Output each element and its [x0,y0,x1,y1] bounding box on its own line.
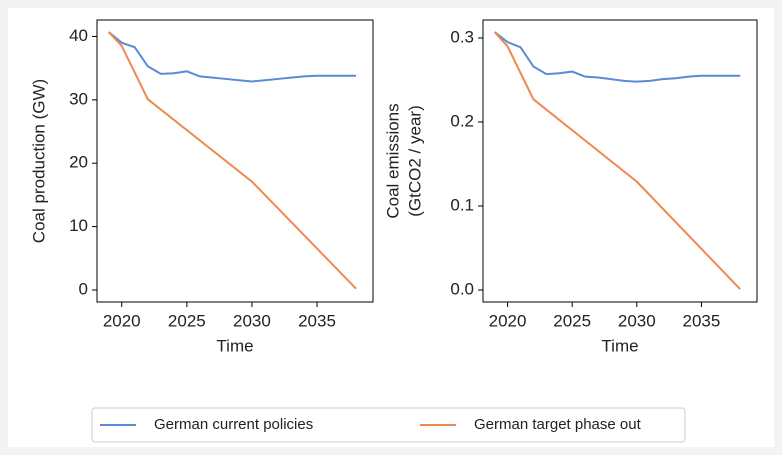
x-axis-label: Time [216,336,253,355]
y-axis-label: Coal emissions [383,103,402,218]
legend-label: German current policies [154,416,313,433]
y-axis-label: Coal production (GW) [29,79,48,243]
y-tick-label: 10 [69,216,88,235]
line [107,31,357,290]
x-tick-label: 2035 [298,311,336,330]
axes-frame [96,19,374,303]
x-tick-label: 2025 [553,311,591,330]
line [494,31,741,83]
y-tick-label: 0.1 [450,195,474,214]
legend: German current policies German target pha… [91,407,686,443]
x-tick-label: 2030 [233,311,271,330]
x-tick-label: 2030 [618,311,656,330]
axes-frame [482,19,758,303]
x-tick-label: 2025 [168,311,206,330]
y-tick-label: 40 [69,26,88,45]
line [493,31,741,290]
legend-label: German target phase out [474,416,642,433]
y-tick-label: 0.2 [450,111,474,130]
y-tick-label: 0.0 [450,279,474,298]
x-axis-label: Time [601,336,638,355]
line [108,31,357,83]
y-tick-label: 20 [69,153,88,172]
x-tick-label: 2020 [103,311,141,330]
y-axis-label: (GtCO2 / year) [405,105,424,216]
legend-frame [91,407,686,443]
y-tick-label: 30 [69,89,88,108]
y-tick-label: 0.3 [450,27,474,46]
y-tick-label: 0 [79,279,88,298]
figure-background [8,8,774,447]
x-tick-label: 2020 [489,311,527,330]
x-tick-label: 2035 [683,311,721,330]
